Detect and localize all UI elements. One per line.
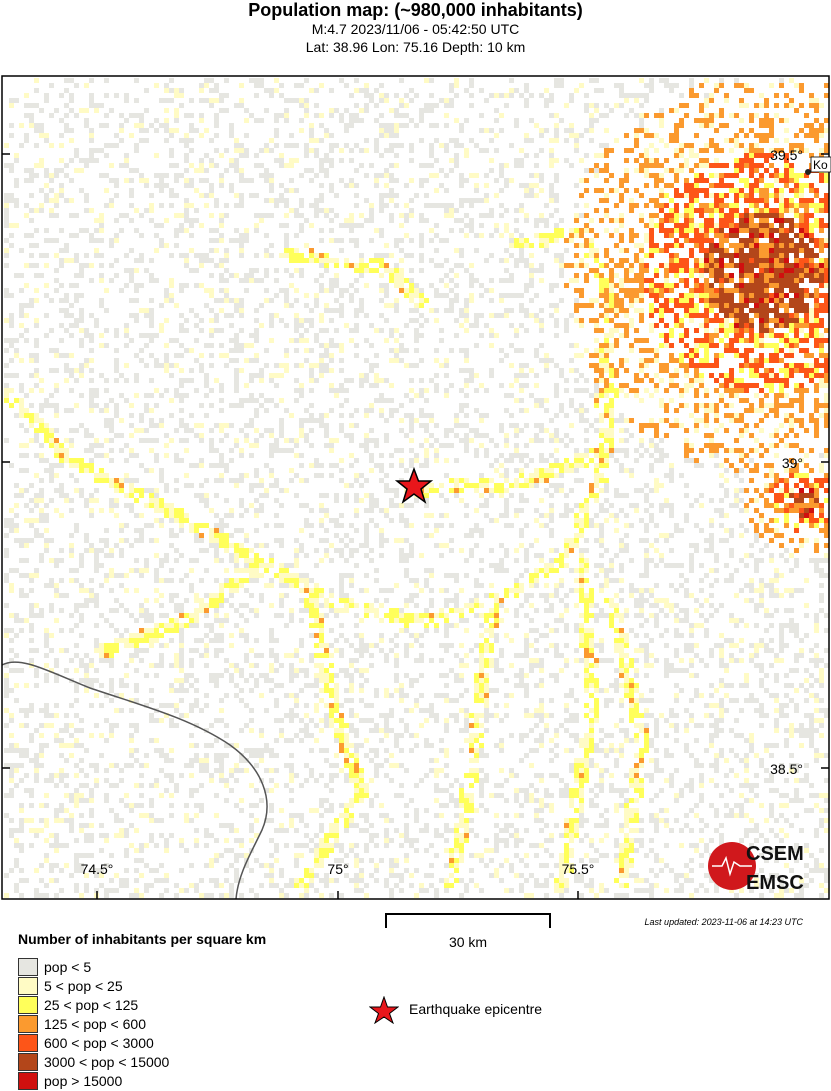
population-grid	[4, 78, 829, 898]
legend-swatch	[18, 1033, 38, 1052]
legend-title: Number of inhabitants per square km	[18, 931, 267, 947]
legend-swatch	[18, 995, 38, 1014]
lon-tick-label: 74.5°	[81, 861, 114, 877]
scale-label: 30 km	[448, 934, 488, 950]
legend-label: pop < 5	[44, 958, 92, 975]
last-updated: Last updated: 2023-11-06 at 14:23 UTC	[644, 917, 803, 927]
emsc-logo: CSEM EMSC	[708, 842, 804, 894]
legend-swatch	[18, 1071, 38, 1090]
legend-item: 3000 < pop < 15000	[18, 1052, 169, 1071]
map-title: Population map: (~980,000 inhabitants)	[248, 0, 583, 20]
legend-star-icon	[369, 996, 399, 1024]
epicentre-star-icon[interactable]	[394, 466, 434, 504]
map-frame	[1, 75, 830, 900]
legend-label: 5 < pop < 25	[44, 977, 123, 994]
ticks	[2, 153, 829, 899]
lat-tick-label: 38.5°	[770, 761, 803, 777]
event-location: Lat: 38.96 Lon: 75.16 Depth: 10 km	[305, 39, 526, 55]
population-map[interactable]: 74.5° 75° 75.5° 39.5° 39° 38.5° Ko CSEM …	[0, 0, 831, 905]
legend-label: 25 < pop < 125	[44, 996, 139, 1013]
city-label: Ko	[813, 158, 828, 172]
legend-item: 25 < pop < 125	[18, 995, 138, 1014]
legend-swatch	[18, 976, 38, 995]
legend-item: pop < 5	[18, 957, 91, 976]
legend-swatch	[18, 1014, 38, 1033]
legend-item: 5 < pop < 25	[18, 976, 123, 995]
lon-tick-label: 75°	[327, 861, 348, 877]
lat-tick-label: 39.5°	[770, 147, 803, 163]
scale-bar	[385, 913, 551, 928]
legend-item: 600 < pop < 3000	[18, 1033, 154, 1052]
lat-tick-label: 39°	[782, 455, 803, 471]
lon-tick-label: 75.5°	[562, 861, 595, 877]
legend-swatch	[18, 1052, 38, 1071]
city-marker[interactable]	[805, 169, 811, 175]
border-line	[1, 661, 268, 900]
legend-label: 3000 < pop < 15000	[44, 1053, 170, 1070]
legend-label: 125 < pop < 600	[44, 1015, 146, 1032]
legend-epicentre-label: Earthquake epicentre	[409, 1001, 543, 1017]
event-info: M:4.7 2023/11/06 - 05:42:50 UTC	[311, 21, 520, 37]
legend-item: 125 < pop < 600	[18, 1014, 146, 1033]
legend-label: 600 < pop < 3000	[44, 1034, 154, 1051]
legend-swatch	[18, 957, 38, 976]
legend-label: pop > 15000	[44, 1072, 123, 1089]
legend-item: pop > 15000	[18, 1071, 122, 1090]
